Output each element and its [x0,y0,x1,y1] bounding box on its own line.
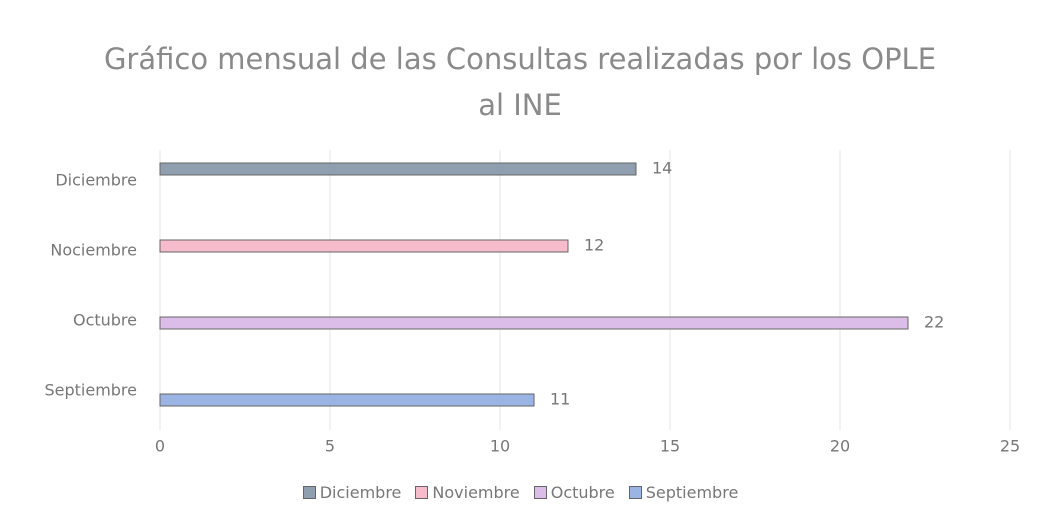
x-tick-label: 10 [490,437,510,456]
legend-label: Septiembre [645,483,739,502]
legend-item: Noviembre [415,483,520,502]
data-label: 12 [584,236,604,255]
x-tick-label: 15 [660,437,680,456]
legend-swatch [533,486,547,499]
legend: Diciembre Noviembre Octubre Septiembre [0,483,1041,502]
y-tick-label: Octubre [73,311,137,330]
x-tick-label: 0 [155,437,165,456]
x-tick-label: 20 [830,437,850,456]
y-tick-label: Nociembre [50,241,137,260]
data-label: 22 [924,313,944,332]
y-tick-label: Diciembre [55,171,137,190]
legend-label: Octubre [550,483,615,502]
bar [159,162,637,176]
legend-label: Noviembre [432,483,520,502]
legend-item: Diciembre [302,483,402,502]
bar [159,316,909,330]
chart-title: Gráfico mensual de las Consultas realiza… [103,42,937,122]
data-label: 14 [652,159,672,178]
bar [159,239,569,253]
legend-swatch [302,486,316,499]
data-label: 11 [550,390,570,409]
legend-label: Diciembre [319,483,402,502]
legend-swatch [415,486,429,499]
x-tick-label: 25 [1000,437,1020,456]
legend-item: Octubre [533,483,615,502]
y-tick-label: Septiembre [44,381,137,400]
legend-swatch [628,486,642,499]
chart: 0 5 10 15 20 25 Septiembre Octubre Nociembre Dici… [44,150,1020,456]
legend-item: Septiembre [628,483,739,502]
x-tick-label: 5 [325,437,335,456]
bar [159,393,535,407]
